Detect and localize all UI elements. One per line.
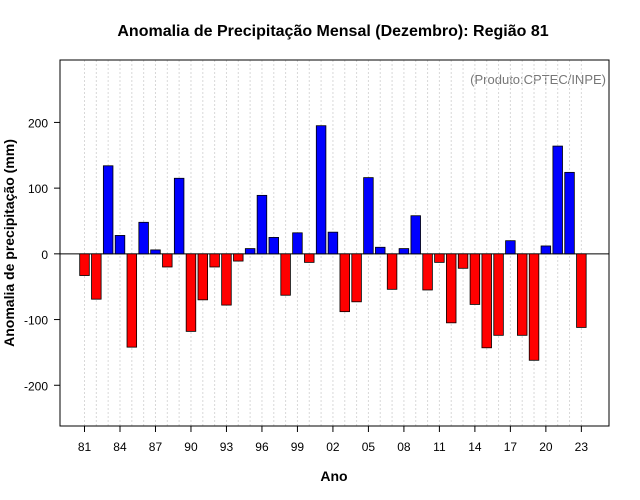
bar-1991 [197,253,209,301]
bar-1989 [173,177,185,255]
x-tick-label: 08 [397,440,411,454]
x-tick-label: 81 [78,440,92,454]
bar-1981 [79,253,90,276]
bar-2005 [363,177,374,255]
bar-1997 [268,237,279,255]
bar-2009 [410,215,421,255]
bar-1984 [114,235,126,255]
bar-2004 [351,253,362,303]
bar-2015 [481,253,492,349]
x-tick-label: 14 [468,440,482,454]
bar-2021 [552,145,563,255]
bar-1999 [292,232,303,255]
y-axis-label: Anomalia de precipitação (mm) [1,139,17,347]
bar-1987 [150,249,161,255]
x-tick-label: 96 [255,440,269,454]
y-axis: -200 -100 0 100 200 [24,116,60,393]
y-tick-label: 0 [41,248,48,262]
bar-1983 [102,165,114,255]
bar-2010 [422,253,433,291]
bar-2000 [304,253,315,263]
bar-2001 [315,125,327,255]
x-tick-label: 99 [291,440,305,454]
y-tick-label: -200 [24,379,48,393]
bar-1993 [221,253,232,306]
grid-lines [84,60,582,426]
bar-2019 [528,253,540,361]
chart-title: Anomalia de Precipitação Mensal (Dezembr… [117,23,548,40]
bar-2012 [446,253,457,324]
bar-2014 [469,253,481,305]
bar-2002 [327,231,339,255]
x-tick-label: 11 [433,440,446,454]
x-tick-label: 84 [113,440,127,454]
bar-1992 [209,253,220,268]
bar-1988 [162,253,173,268]
bar-2018 [517,253,528,336]
y-tick-label: -100 [24,314,48,328]
bar-2007 [386,253,398,290]
bar-2017 [505,240,516,255]
x-tick-label: 20 [539,440,553,454]
bar-1995 [244,248,256,255]
product-credit: (Produto:CPTEC/INPE) [470,72,606,87]
x-tick-label: 05 [362,440,376,454]
plot-frame [59,59,610,427]
bar-2003 [339,253,350,313]
bar-1982 [91,253,102,300]
x-axis: 81 84 87 90 93 96 99 02 05 08 11 14 17 20 23 [78,426,589,454]
bar-2011 [434,253,445,263]
bars [79,125,587,361]
x-tick-label: 02 [326,440,340,454]
x-tick-label: 90 [184,440,198,454]
x-tick-label: 87 [149,440,163,454]
bar-2008 [398,248,410,255]
bar-2020 [540,245,552,255]
bar-1994 [233,253,244,262]
bar-2022 [564,171,575,255]
bar-1998 [280,253,291,296]
y-tick-label: 200 [28,116,48,130]
x-tick-label: 17 [504,440,518,454]
bar-2023 [576,253,587,328]
bar-1986 [138,221,149,255]
bar-2016 [493,253,504,336]
x-tick-label: 23 [575,440,589,454]
bar-1996 [256,194,268,255]
x-axis-label: Ano [320,468,347,484]
bar-1990 [185,253,197,332]
bar-2006 [375,246,386,255]
bar-2013 [457,253,469,269]
x-tick-label: 93 [220,440,234,454]
bar-1985 [126,253,138,348]
y-tick-label: 100 [28,182,48,196]
